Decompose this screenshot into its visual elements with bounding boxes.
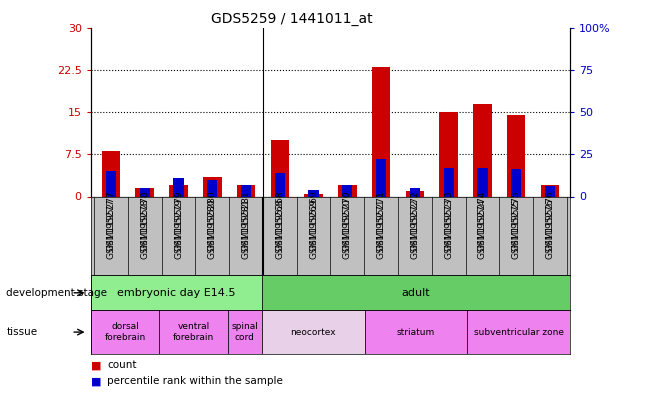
Text: neocortex: neocortex bbox=[290, 328, 336, 336]
Text: GDS5259 / 1441011_at: GDS5259 / 1441011_at bbox=[211, 12, 373, 26]
Bar bbox=[174, 178, 183, 196]
Bar bbox=[91, 310, 159, 354]
Bar bbox=[342, 185, 353, 196]
Bar bbox=[203, 177, 222, 196]
Text: GSM1195275: GSM1195275 bbox=[512, 199, 521, 259]
Bar bbox=[372, 67, 390, 196]
Text: tissue: tissue bbox=[6, 327, 38, 337]
Text: count: count bbox=[107, 360, 137, 371]
Text: GSM1195277: GSM1195277 bbox=[106, 199, 115, 259]
Bar bbox=[135, 188, 154, 196]
Bar bbox=[262, 310, 365, 354]
Bar bbox=[507, 115, 526, 196]
Bar bbox=[207, 180, 217, 196]
Bar bbox=[106, 171, 116, 196]
Bar bbox=[545, 186, 555, 196]
Bar bbox=[275, 173, 285, 196]
Text: striatum: striatum bbox=[397, 328, 435, 336]
Text: spinal
cord: spinal cord bbox=[231, 322, 259, 342]
Bar bbox=[406, 191, 424, 196]
Bar bbox=[444, 168, 454, 196]
Text: GSM1195281: GSM1195281 bbox=[242, 199, 251, 259]
Bar bbox=[91, 275, 262, 310]
Text: GSM1195268: GSM1195268 bbox=[275, 199, 284, 259]
Bar bbox=[511, 169, 522, 196]
Text: percentile rank within the sample: percentile rank within the sample bbox=[107, 376, 283, 386]
Bar bbox=[467, 310, 570, 354]
Bar bbox=[410, 188, 420, 196]
Text: embryonic day E14.5: embryonic day E14.5 bbox=[117, 288, 236, 298]
Bar bbox=[305, 194, 323, 196]
Bar bbox=[169, 185, 188, 196]
Text: GSM1195279: GSM1195279 bbox=[174, 199, 183, 259]
Bar bbox=[439, 112, 458, 196]
Bar bbox=[308, 190, 319, 196]
Text: GSM1195274: GSM1195274 bbox=[478, 199, 487, 259]
Bar bbox=[262, 275, 570, 310]
Text: development stage: development stage bbox=[6, 288, 108, 298]
Text: adult: adult bbox=[402, 288, 430, 298]
Text: ■: ■ bbox=[91, 360, 101, 371]
Bar bbox=[376, 159, 386, 196]
Text: GSM1195272: GSM1195272 bbox=[410, 199, 419, 259]
Text: dorsal
forebrain: dorsal forebrain bbox=[104, 322, 146, 342]
Text: GSM1195273: GSM1195273 bbox=[444, 199, 453, 259]
Bar bbox=[237, 185, 255, 196]
Text: subventricular zone: subventricular zone bbox=[474, 328, 564, 336]
Text: GSM1195278: GSM1195278 bbox=[140, 199, 149, 259]
Text: ■: ■ bbox=[91, 376, 101, 386]
Bar bbox=[338, 185, 356, 196]
Text: GSM1195271: GSM1195271 bbox=[376, 199, 386, 259]
Text: GSM1195280: GSM1195280 bbox=[208, 199, 217, 259]
Bar bbox=[540, 185, 559, 196]
Bar bbox=[241, 185, 251, 196]
Text: GSM1195269: GSM1195269 bbox=[309, 199, 318, 259]
Bar bbox=[478, 168, 487, 196]
Text: GSM1195276: GSM1195276 bbox=[546, 199, 555, 259]
Bar bbox=[139, 188, 150, 196]
Text: GSM1195270: GSM1195270 bbox=[343, 199, 352, 259]
Bar bbox=[159, 310, 227, 354]
Bar bbox=[270, 140, 289, 196]
Bar bbox=[102, 151, 121, 196]
Bar bbox=[365, 310, 467, 354]
Bar bbox=[473, 103, 492, 196]
Bar bbox=[227, 310, 262, 354]
Text: ventral
forebrain: ventral forebrain bbox=[173, 322, 214, 342]
